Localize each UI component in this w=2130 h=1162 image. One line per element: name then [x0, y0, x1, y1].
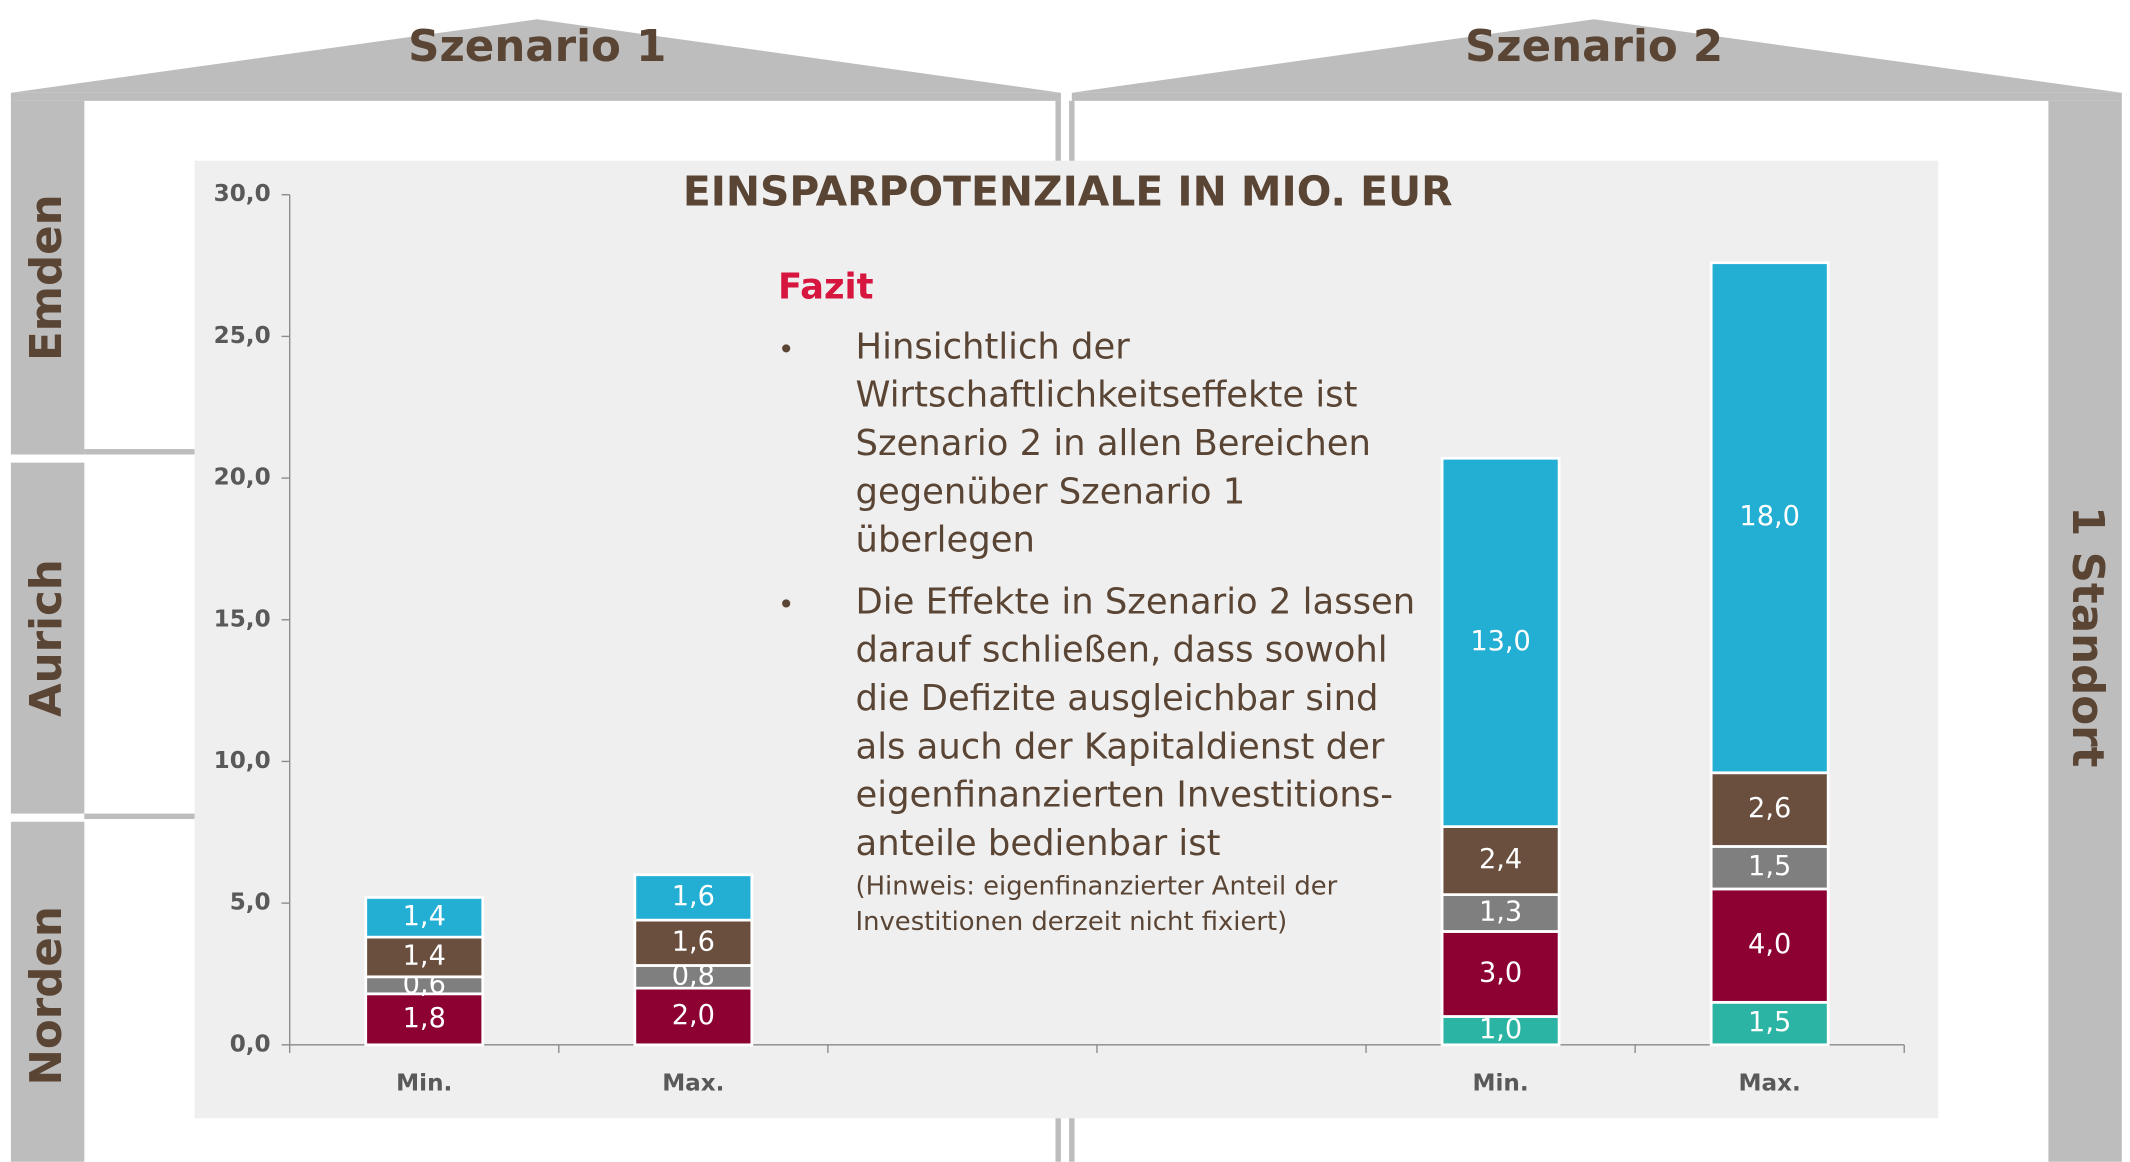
- bar-segment: [364, 896, 485, 939]
- bar-segment: [1709, 261, 1830, 775]
- value-label: 2,0: [672, 1000, 715, 1031]
- note-heading: Fazit: [778, 267, 874, 308]
- value-label: 4,0: [1748, 929, 1791, 960]
- x-tick-label: Min.: [1473, 1071, 1529, 1097]
- bar-segment: [1440, 456, 1561, 828]
- scenario-label: Szenario 1: [408, 22, 666, 72]
- note-line: eigenfinanzierten Investitions-: [856, 775, 1393, 816]
- bar-segment: [633, 986, 754, 1047]
- note-line: Die Effekte in Szenario 2 lassen: [856, 581, 1416, 622]
- note-line: Szenario 2 in allen Bereichen: [856, 423, 1371, 464]
- bar-segment: [364, 935, 485, 979]
- right-block: [2048, 100, 2122, 1162]
- bar-segment: [1440, 930, 1561, 1018]
- right-label: 1 Standort: [2062, 506, 2112, 767]
- note-line: darauf schließen, dass sowohl: [856, 630, 1388, 671]
- note-hint: Investitionen derzeit nicht fixiert): [856, 907, 1288, 937]
- note-line: gegenüber Szenario 1: [856, 471, 1246, 512]
- note-line: Wirtschaftlichkeitseffekte ist: [856, 375, 1358, 416]
- value-label: 1,6: [672, 926, 715, 957]
- value-label: 1,8: [403, 1003, 446, 1034]
- note-line: anteile bedienbar ist: [856, 823, 1221, 864]
- row-block: [10, 821, 85, 1162]
- scenario-label: Szenario 2: [1465, 22, 1723, 72]
- y-tick-label: 0,0: [230, 1031, 271, 1057]
- roof: [10, 19, 1061, 93]
- y-tick-label: 15,0: [214, 606, 271, 632]
- value-label: 18,0: [1739, 501, 1800, 532]
- y-tick-label: 30,0: [214, 181, 271, 207]
- value-label: 1,0: [1479, 1014, 1522, 1045]
- roof: [1071, 19, 2122, 93]
- note-hint: (Hinweis: eigenfinanzierter Anteil der: [856, 872, 1338, 902]
- value-label: 1,5: [1748, 1007, 1791, 1038]
- value-label: 1,5: [1748, 851, 1791, 882]
- value-label: 13,0: [1470, 626, 1531, 657]
- value-label: 3,0: [1479, 957, 1522, 988]
- value-label: 2,4: [1479, 844, 1522, 875]
- value-label: 1,6: [672, 881, 715, 912]
- row-label: Aurich: [22, 559, 72, 717]
- plot-bg: [194, 160, 1939, 1119]
- note-line: die Defizite ausgleichbar sind: [856, 678, 1379, 719]
- value-label: 1,3: [1479, 897, 1522, 928]
- beam: [1071, 92, 2122, 101]
- row-block: [10, 100, 85, 455]
- x-tick-label: Max.: [1739, 1071, 1801, 1097]
- bullet: [782, 344, 791, 353]
- value-label: 1,4: [403, 940, 446, 971]
- value-label: 1,4: [403, 901, 446, 932]
- x-tick-label: Max.: [662, 1071, 724, 1097]
- bar-segment: [1440, 893, 1561, 933]
- bar-segment: [1709, 771, 1830, 848]
- row-block: [10, 462, 85, 814]
- bar-segment: [1709, 1000, 1830, 1047]
- beam: [10, 92, 1061, 101]
- note-line: Hinsichtlich der: [856, 326, 1131, 367]
- note-line: überlegen: [856, 520, 1035, 561]
- bullet: [782, 599, 791, 608]
- y-tick-label: 25,0: [214, 323, 271, 349]
- y-tick-label: 20,0: [214, 465, 271, 491]
- y-tick-label: 10,0: [214, 748, 271, 774]
- row-label: Norden: [22, 906, 72, 1085]
- y-tick-label: 5,0: [230, 890, 271, 916]
- x-tick-label: Min.: [396, 1071, 452, 1097]
- bar-segment: [633, 873, 754, 922]
- value-label: 2,6: [1748, 793, 1791, 824]
- chart-title: EINSPARPOTENZIALE IN MIO. EUR: [683, 168, 1453, 216]
- bar-segment: [1709, 845, 1830, 891]
- row-label: Emden: [22, 194, 72, 361]
- note-line: als auch der Kapitaldienst der: [856, 726, 1385, 767]
